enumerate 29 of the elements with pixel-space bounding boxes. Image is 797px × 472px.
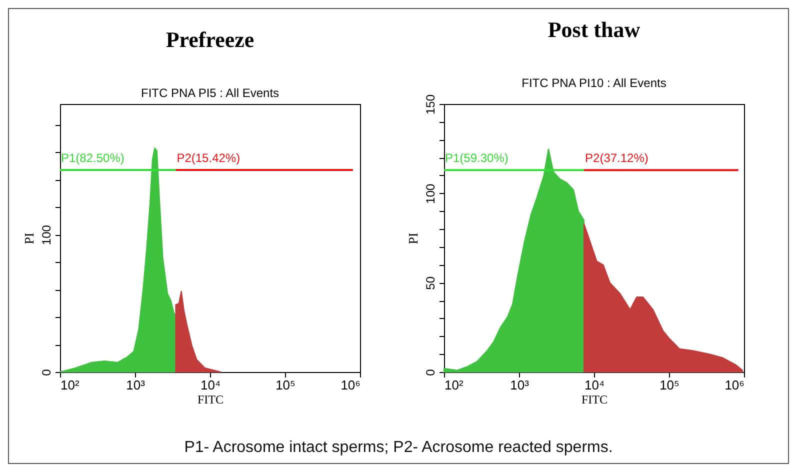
chart-title: Prefreeze: [166, 27, 254, 52]
annotation: P1(82.50%): [61, 150, 124, 165]
x-tick-label: 10³: [126, 378, 146, 392]
y-tick-label: 150: [424, 94, 438, 115]
y-tick-label: 50: [424, 276, 438, 290]
y-tick-label: 0: [40, 368, 54, 376]
text: P1- Acrosome intact sperms; P2- Acrosome reacted sperms.: [183, 439, 614, 457]
chart-title: Post thaw: [548, 16, 640, 42]
x-tick-label: 10³: [510, 378, 530, 392]
y-tick-label: 0: [424, 368, 438, 376]
x-tick-label: 10²: [60, 378, 80, 392]
annotation: P2(37.12%): [585, 151, 648, 166]
y-tick-label: 100: [40, 224, 54, 246]
x-tick-label: 10⁵: [660, 378, 680, 392]
x-axis-title: FITC: [581, 392, 608, 406]
chart-subtitle: FITC PNA PI10 : All Events: [522, 76, 666, 90]
x-tick-label: 10⁴: [200, 378, 221, 392]
x-tick-label: 10⁶: [340, 378, 360, 392]
chart-subtitle: FITC PNA PI5 : All Events: [140, 86, 280, 100]
x-tick-label: 10⁶: [724, 378, 744, 392]
annotation: P2(15.42%): [176, 150, 240, 165]
x-axis-title: FITC: [197, 392, 224, 406]
x-tick-label: 10⁴: [584, 378, 605, 392]
x-tick-label: 10⁵: [276, 378, 296, 392]
x-tick-label: 10²: [444, 378, 464, 392]
y-axis-title: PI: [22, 232, 36, 244]
y-axis-title: PI: [406, 232, 420, 244]
annotation: P1(59.30%): [445, 151, 508, 166]
y-tick-label: 100: [424, 184, 438, 204]
